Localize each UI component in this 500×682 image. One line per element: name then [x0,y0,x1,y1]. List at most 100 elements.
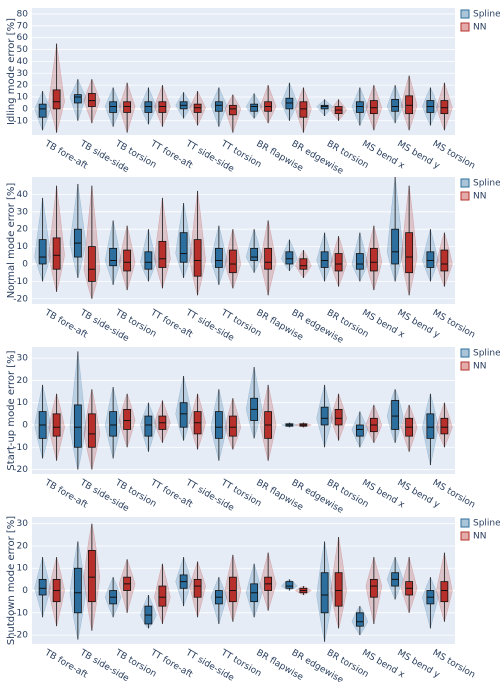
y-axis-title: Idling mode error [%] [6,18,17,125]
box [214,411,223,439]
y-tick-label: -10 [13,443,28,453]
box [123,101,132,113]
box [52,237,61,270]
y-tick-label: -10 [13,608,28,618]
y-tick-label: 0 [22,420,28,430]
box [440,100,449,115]
box [355,101,364,113]
y-tick-label: 60 [17,33,29,43]
y-tick-label: 30 [17,519,29,529]
box [405,232,414,274]
legend-label: Spline [473,179,500,189]
box [158,585,167,607]
box [158,101,167,113]
box [87,93,96,107]
plot-background [32,8,455,135]
box [228,104,237,116]
y-tick-label: 0 [22,259,28,269]
y-tick-label: 80 [17,9,29,19]
box [87,413,96,448]
legend-swatch [460,348,470,358]
box [334,408,343,426]
box [158,240,167,268]
box [355,424,364,437]
box [391,400,400,430]
box [250,247,259,261]
box [123,408,132,430]
box [334,253,343,272]
box [391,228,400,265]
legend-label: NN [473,192,486,202]
box [228,249,237,274]
box [334,572,343,607]
box [52,413,61,437]
box [228,415,237,437]
y-tick-label: 20 [17,376,29,386]
legend-swatch [460,22,470,32]
box [285,581,294,589]
box [355,253,364,270]
box [299,258,308,270]
y-tick-label: 70 [17,21,29,31]
y-tick-label: 40 [17,57,29,67]
plot-background [32,517,455,644]
box [87,550,96,603]
legend-label: Spline [473,10,500,20]
box [109,101,118,113]
y-tick-label: 30 [17,207,29,217]
plot-background [32,177,455,304]
legend-swatch [460,191,470,201]
y-tick-label: 30 [17,354,29,364]
y-tick-label: 0 [22,104,28,114]
box [320,406,329,426]
legend-label: NN [473,532,486,542]
y-tick-label: 20 [17,541,29,551]
box [109,247,118,267]
y-axis-title: Shutdown mode error [%] [6,516,17,645]
y-tick-label: 10 [17,564,29,574]
box [109,411,118,437]
y-tick-label: -10 [13,277,28,287]
y-tick-label: 10 [17,93,29,103]
plot-background [32,347,455,474]
box [426,413,435,439]
box [285,251,294,265]
legend-swatch [460,9,470,19]
y-tick-label: 30 [17,69,29,79]
box [369,578,378,598]
box [38,239,47,265]
box [52,89,61,110]
box [320,572,329,614]
legend-label: Spline [473,349,500,359]
y-tick-label: -20 [13,294,28,304]
box [369,100,378,115]
box [440,417,449,435]
box [144,101,153,113]
box [73,94,82,104]
y-tick-label: 0 [22,586,28,596]
box [299,101,308,118]
box [179,402,188,428]
box [38,103,47,118]
box [193,239,202,277]
y-tick-label: 50 [17,45,29,55]
box [285,97,294,110]
box [369,247,378,272]
box [193,103,202,113]
legend-label: Spline [473,519,500,529]
y-tick-label: 20 [17,225,29,235]
box [214,247,223,268]
box [440,249,449,272]
y-tick-label: 20 [17,81,29,91]
box [355,612,364,627]
box [440,581,449,603]
y-axis-title: Normal mode error [%] [6,183,17,299]
y-tick-label: -10 [13,116,28,126]
legend-swatch [460,531,470,541]
legend-swatch [460,178,470,188]
box [320,104,329,110]
box [250,103,259,112]
y-tick-label: 10 [17,242,29,252]
legend-label: NN [473,362,486,372]
